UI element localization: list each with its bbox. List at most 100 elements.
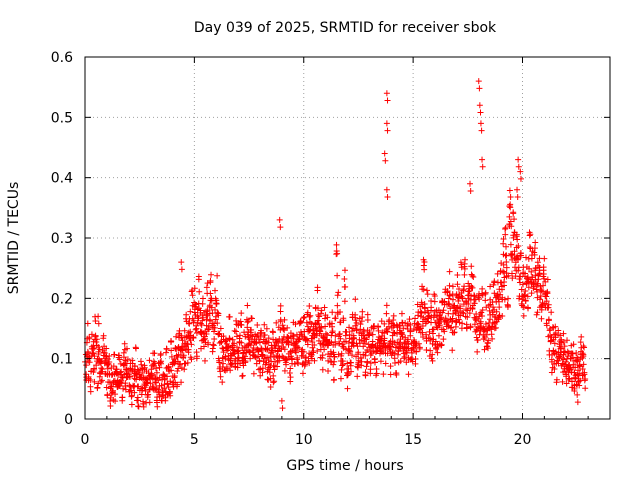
data-point — [502, 231, 509, 238]
data-point — [244, 319, 251, 326]
data-point — [500, 261, 507, 268]
data-point — [189, 292, 196, 299]
data-point — [188, 341, 195, 348]
data-point — [515, 243, 522, 250]
data-point — [478, 309, 485, 316]
data-point — [342, 283, 349, 290]
data-point — [165, 366, 172, 373]
data-point — [428, 307, 435, 314]
data-point — [192, 301, 199, 308]
data-point — [420, 286, 427, 293]
data-point — [88, 331, 95, 338]
data-point — [573, 349, 580, 356]
data-point — [442, 315, 449, 322]
data-point — [294, 359, 301, 366]
data-point — [121, 340, 128, 347]
data-point — [465, 301, 472, 308]
data-point — [267, 375, 274, 382]
data-point — [103, 384, 110, 391]
data-point — [210, 341, 217, 348]
data-point — [265, 335, 272, 342]
data-point — [329, 329, 336, 336]
data-point — [464, 307, 471, 314]
data-point — [250, 370, 257, 377]
data-point — [344, 372, 351, 379]
data-point — [249, 349, 256, 356]
data-point — [446, 301, 453, 308]
data-point — [269, 349, 276, 356]
data-point — [96, 346, 103, 353]
data-point — [565, 369, 572, 376]
data-point — [346, 324, 353, 331]
data-point — [526, 229, 533, 236]
data-point — [314, 317, 321, 324]
data-point — [205, 339, 212, 346]
data-point — [329, 328, 336, 335]
data-point — [199, 317, 206, 324]
data-point — [396, 322, 403, 329]
data-point — [216, 359, 223, 366]
data-point — [120, 361, 127, 368]
data-point — [461, 260, 468, 267]
data-point — [279, 405, 286, 412]
data-point — [570, 341, 577, 348]
data-point — [178, 266, 185, 273]
data-point — [348, 328, 355, 335]
data-point — [244, 302, 251, 309]
data-point — [83, 362, 90, 369]
data-point — [579, 350, 586, 357]
data-point — [338, 366, 345, 373]
data-point — [468, 263, 475, 270]
x-tick-label: 20 — [514, 432, 532, 448]
data-point — [532, 276, 539, 283]
data-point — [86, 359, 93, 366]
data-point — [162, 397, 169, 404]
data-point — [104, 365, 111, 372]
data-point — [135, 403, 142, 410]
data-point — [475, 78, 482, 85]
data-point — [557, 332, 564, 339]
data-point — [514, 253, 521, 260]
data-point — [507, 204, 514, 211]
data-point — [383, 90, 390, 97]
data-point — [294, 354, 301, 361]
data-point — [362, 352, 369, 359]
data-point — [484, 339, 491, 346]
data-point — [331, 353, 338, 360]
data-point — [507, 194, 514, 201]
data-point — [342, 328, 349, 335]
data-point — [257, 365, 264, 372]
data-point — [449, 347, 456, 354]
data-point — [255, 366, 262, 373]
data-point — [559, 378, 566, 385]
data-point — [256, 357, 263, 364]
data-point — [476, 296, 483, 303]
data-point — [99, 377, 106, 384]
data-point — [546, 327, 553, 334]
data-point — [287, 374, 294, 381]
data-point — [485, 345, 492, 352]
data-point — [177, 361, 184, 368]
data-point — [283, 357, 290, 364]
data-point — [400, 325, 407, 332]
data-point — [463, 306, 470, 313]
data-point — [274, 363, 281, 370]
data-point — [154, 403, 161, 410]
data-point — [401, 353, 408, 360]
x-tick-label: 15 — [404, 432, 422, 448]
data-point — [362, 371, 369, 378]
data-point — [363, 363, 370, 370]
data-point — [84, 320, 91, 327]
data-point — [457, 305, 464, 312]
data-point — [335, 289, 342, 296]
y-tick-label: 0.4 — [51, 171, 73, 187]
data-point — [163, 349, 170, 356]
data-point — [119, 394, 126, 401]
data-point — [509, 270, 516, 277]
data-point — [278, 397, 285, 404]
data-point — [332, 315, 339, 322]
y-tick-label: 0.5 — [51, 110, 73, 126]
data-point — [346, 347, 353, 354]
data-point — [200, 314, 207, 321]
data-point — [460, 310, 467, 317]
